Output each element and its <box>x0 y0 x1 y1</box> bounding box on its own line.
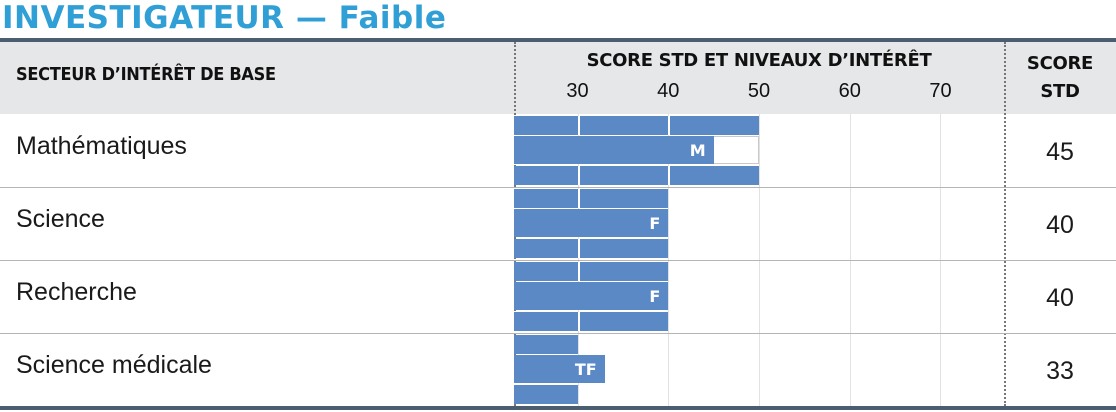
band-top <box>514 116 759 135</box>
band-top <box>514 262 669 281</box>
band-bottom <box>514 385 578 404</box>
header-score-std-line1: SCORE <box>1026 53 1094 74</box>
row-separator <box>0 260 1116 261</box>
band-division <box>577 262 580 281</box>
band-division <box>668 116 671 135</box>
level-label: M <box>689 141 706 160</box>
band-top <box>514 335 578 354</box>
bottom-rule <box>0 406 1116 410</box>
column-separator <box>1004 42 1006 406</box>
row-score: 45 <box>1046 138 1074 166</box>
table-header: SECTEUR D’INTÉRÊT DE BASE SCORE STD ET N… <box>0 42 1116 114</box>
row-separator <box>0 187 1116 188</box>
level-label: F <box>649 214 661 233</box>
score-bar <box>514 136 714 164</box>
band-division <box>668 166 671 185</box>
header-sector: SECTEUR D’INTÉRÊT DE BASE <box>16 64 276 85</box>
band-bottom <box>514 166 759 185</box>
header-score-std-line2: STD <box>1040 81 1080 102</box>
score-bar <box>514 282 669 310</box>
row-score: 33 <box>1046 357 1074 385</box>
band-division <box>577 189 580 208</box>
row-label: Science <box>16 205 105 233</box>
band-bottom <box>514 312 669 331</box>
band-division <box>577 239 580 258</box>
tick-label: 30 <box>566 80 589 102</box>
tick-label: 60 <box>838 80 861 102</box>
top-rule <box>0 38 1116 42</box>
row-separator <box>0 333 1116 334</box>
interest-table: SECTEUR D’INTÉRÊT DE BASE SCORE STD ET N… <box>0 38 1116 410</box>
band-division <box>577 166 580 185</box>
tick-label: 70 <box>929 80 952 102</box>
band-division <box>577 312 580 331</box>
score-bar <box>514 209 669 237</box>
band-bottom <box>514 239 669 258</box>
row-score: 40 <box>1046 211 1074 239</box>
tick-label: 50 <box>747 80 771 102</box>
row-label: Science médicale <box>16 351 212 379</box>
band-top <box>514 189 669 208</box>
score-bar <box>514 355 605 383</box>
row-score: 40 <box>1046 284 1074 312</box>
tick-label: 40 <box>657 80 680 102</box>
row-label: Mathématiques <box>16 132 187 160</box>
row-label: Recherche <box>16 278 137 306</box>
header-score-std: SCORE STD <box>1004 50 1116 106</box>
page-title: INVESTIGATEUR — Faible <box>2 0 447 36</box>
level-label: F <box>649 287 661 306</box>
header-score-levels: SCORE STD ET NIVEAUX D’INTÉRÊT <box>586 50 932 71</box>
band-division <box>577 116 580 135</box>
level-label: TF <box>574 360 597 379</box>
